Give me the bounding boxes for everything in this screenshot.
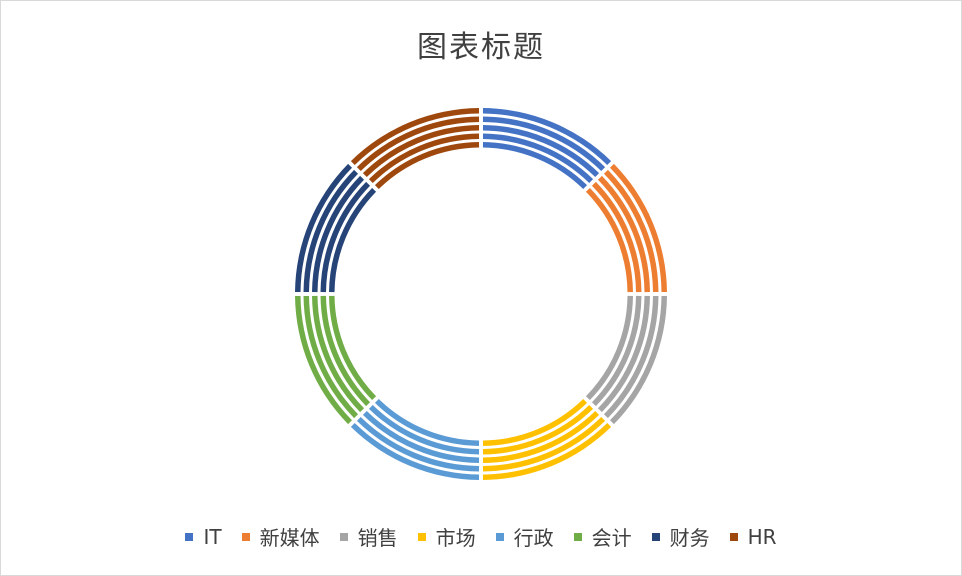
slice-ring3-1 [482, 125, 600, 178]
slice-ring2-8 [356, 116, 480, 172]
legend-item: 市场 [417, 522, 476, 551]
slice-ring4-1 [482, 133, 594, 184]
legend-label: 新媒体 [259, 526, 320, 550]
slice-ring3-2 [597, 175, 650, 293]
slice-ring2-1 [482, 116, 606, 172]
slice-ring1-5 [350, 422, 480, 480]
slice-ring2-3 [603, 295, 659, 419]
legend-swatch [185, 532, 194, 541]
chart-title: 图表标题 [417, 30, 545, 65]
slice-ring1-6 [295, 295, 353, 425]
legend-item: 会计 [573, 522, 632, 551]
slice-ring5-7 [329, 187, 377, 293]
legend-swatch [573, 532, 582, 541]
slice-ring5-8 [374, 142, 480, 190]
slice-ring4-8 [368, 133, 480, 184]
slice-ring2-7 [303, 169, 359, 293]
slice-ring1-4 [482, 422, 612, 480]
legend-item: IT [185, 524, 222, 549]
slice-ring4-6 [320, 295, 371, 407]
legend-swatch [729, 532, 738, 541]
slice-ring3-5 [362, 410, 480, 463]
legend-item: HR [729, 524, 777, 549]
slice-ring1-3 [609, 295, 667, 425]
slice-ring3-4 [482, 410, 600, 463]
legend-swatch [339, 532, 348, 541]
slice-ring2-5 [356, 416, 480, 472]
slice-ring2-4 [482, 416, 606, 472]
slice-ring2-2 [603, 169, 659, 293]
legend: IT 新媒体 销售 市场 行政 会计 财务 HR [0, 522, 962, 551]
legend-item: 行政 [495, 522, 554, 551]
slice-ring5-5 [374, 398, 480, 446]
legend-label: 销售 [357, 526, 398, 550]
slice-ring5-1 [482, 142, 588, 190]
legend-item: 新媒体 [241, 522, 320, 551]
slice-ring3-7 [312, 175, 365, 293]
slice-ring1-1 [482, 108, 612, 166]
slice-ring5-6 [329, 295, 377, 401]
slice-ring5-3 [585, 295, 633, 401]
slice-ring3-3 [597, 295, 650, 413]
legend-swatch [417, 532, 426, 541]
legend-label: 行政 [513, 526, 554, 550]
slice-ring4-7 [320, 181, 371, 293]
slice-ring1-2 [609, 163, 667, 293]
legend-label: HR [747, 524, 777, 549]
slice-ring1-7 [295, 163, 353, 293]
legend-label: IT [203, 524, 222, 549]
legend-label: 市场 [435, 526, 476, 550]
slice-ring5-2 [585, 187, 633, 293]
slice-ring4-3 [591, 295, 642, 407]
legend-swatch [241, 532, 250, 541]
legend-label: 会计 [591, 526, 632, 550]
slice-ring1-8 [350, 108, 480, 166]
slice-ring4-5 [368, 404, 480, 455]
legend-item: 销售 [339, 522, 398, 551]
legend-label: 财务 [669, 526, 710, 550]
slice-ring4-2 [591, 181, 642, 293]
slice-ring3-6 [312, 295, 365, 413]
legend-swatch [651, 532, 660, 541]
legend-swatch [495, 532, 504, 541]
slice-ring2-6 [303, 295, 359, 419]
slice-ring5-4 [482, 398, 588, 446]
slice-ring3-8 [362, 125, 480, 178]
slice-ring4-4 [482, 404, 594, 455]
legend-item: 财务 [651, 522, 710, 551]
